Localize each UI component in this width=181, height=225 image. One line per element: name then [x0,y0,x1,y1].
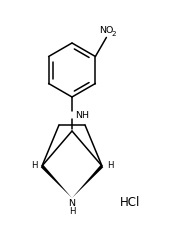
Text: H: H [107,162,113,171]
Text: 2: 2 [111,32,116,37]
Polygon shape [41,165,72,198]
Text: HCl: HCl [120,196,140,209]
Text: H: H [31,162,37,171]
Polygon shape [72,165,103,198]
Text: NO: NO [99,27,113,36]
Text: N: N [68,199,75,208]
Text: H: H [69,207,75,216]
Text: NH: NH [75,110,89,119]
